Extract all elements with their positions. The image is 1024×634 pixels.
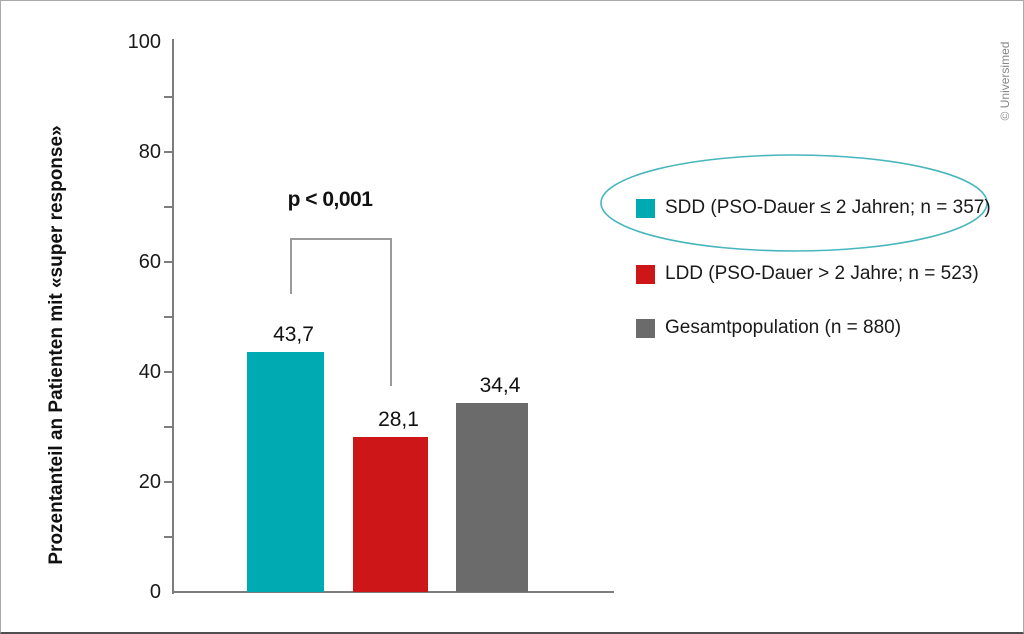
y-axis-line — [172, 39, 174, 594]
y-axis-tick — [164, 371, 173, 373]
legend-item-gesamtpopulation: Gesamtpopulation (n = 880) — [636, 317, 901, 339]
y-axis-tick — [164, 536, 173, 538]
y-axis-title: Prozentanteil an Patienten mit «super re… — [46, 125, 67, 565]
y-axis-tick — [164, 261, 173, 263]
legend-label-gesamtpopulation: Gesamtpopulation (n = 880) — [665, 317, 902, 338]
bar-sdd — [247, 352, 324, 592]
y-axis-tick — [164, 481, 173, 483]
legend-item-ldd: LDD (PSO-Dauer > 2 Jahre; n = 523) — [636, 263, 979, 285]
significance-label: p < 0,001 — [287, 188, 373, 211]
legend-swatch-sdd — [636, 198, 655, 218]
legend-label-ldd: LDD (PSO-Dauer > 2 Jahre; n = 523) — [665, 263, 979, 284]
legend-swatch-ldd — [636, 264, 655, 284]
bar-value-gesamtpopulation: 34,4 — [479, 374, 521, 397]
y-axis-tick — [164, 316, 173, 318]
y-axis-tick-label: 80 — [138, 141, 161, 163]
legend-item-sdd: SDD (PSO-Dauer ≤ 2 Jahren; n = 357) — [636, 197, 991, 219]
y-axis-tick — [164, 206, 173, 208]
y-axis-tick-label: 60 — [138, 251, 161, 273]
y-axis-tick-label: 40 — [138, 361, 161, 383]
y-axis-tick-label: 100 — [127, 31, 161, 53]
legend-label-sdd: SDD (PSO-Dauer ≤ 2 Jahren; n = 357) — [665, 197, 991, 218]
y-axis-tick-label: 0 — [149, 581, 161, 603]
y-axis-tick — [164, 96, 173, 98]
y-axis-tick — [164, 426, 173, 428]
bar-value-sdd: 43,7 — [273, 323, 314, 346]
x-axis-line — [172, 591, 614, 593]
bar-gesamtpopulation — [456, 403, 528, 592]
y-axis-tick-label: 20 — [138, 471, 161, 493]
y-axis-tick — [164, 151, 173, 153]
copyright-credit: © Universimed — [998, 41, 1012, 121]
bar-value-ldd: 28,1 — [378, 408, 419, 431]
legend-swatch-gesamtpopulation — [636, 318, 655, 338]
bar-ldd — [353, 437, 428, 592]
